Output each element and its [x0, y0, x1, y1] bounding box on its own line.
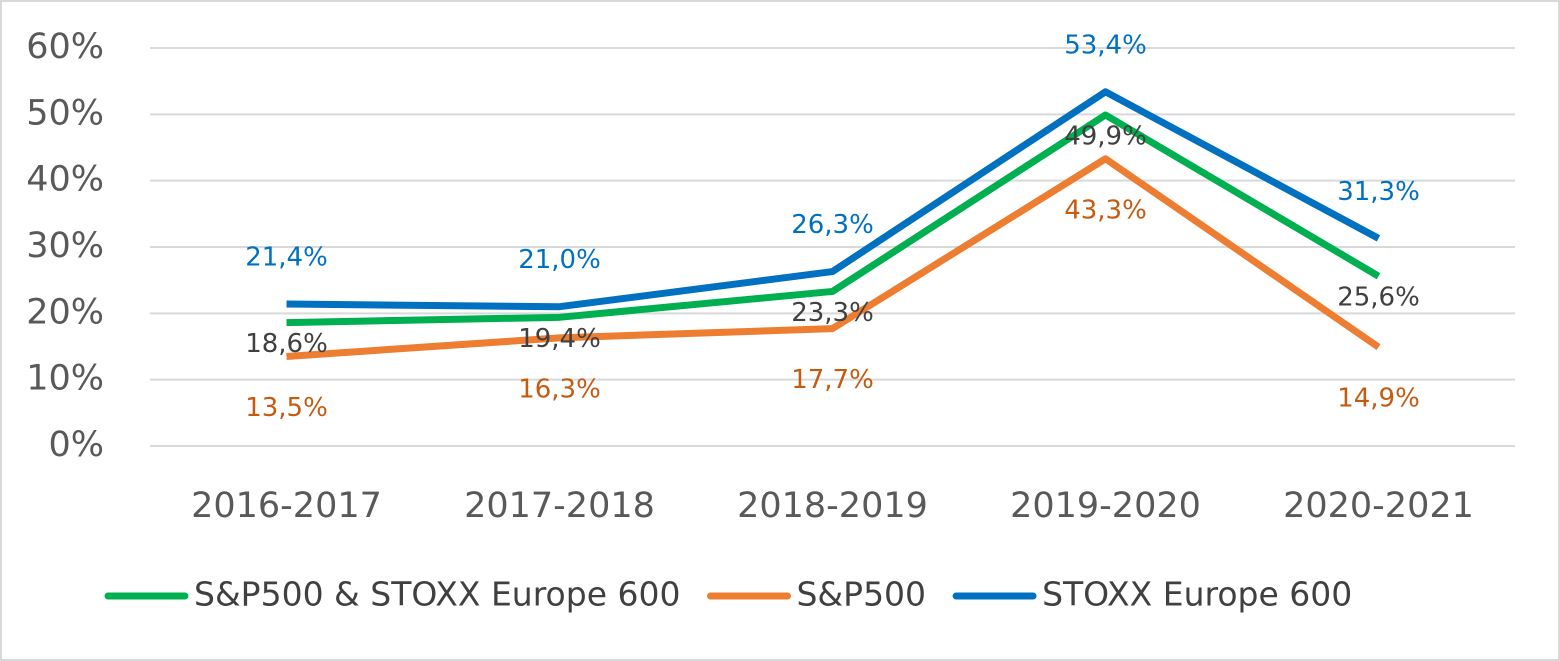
- y-tick-label: 60%: [26, 27, 104, 67]
- legend-label: STOXX Europe 600: [1042, 575, 1352, 614]
- data-label: 19,4%: [518, 324, 601, 354]
- x-tick-label: 2016-2017: [191, 486, 382, 526]
- data-label: 49,9%: [1064, 121, 1147, 151]
- data-label: 16,3%: [518, 374, 601, 404]
- data-label: 18,6%: [245, 329, 328, 359]
- data-label: 21,4%: [245, 243, 328, 273]
- data-label: 43,3%: [1064, 195, 1147, 225]
- x-tick-label: 2018-2019: [737, 486, 928, 526]
- series-line: [286, 111, 1381, 327]
- data-label: 53,4%: [1064, 30, 1147, 60]
- x-tick-label: 2017-2018: [464, 486, 655, 526]
- data-label: 17,7%: [791, 365, 874, 395]
- x-tick-label: 2019-2020: [1010, 486, 1201, 526]
- data-label: 13,5%: [245, 393, 328, 423]
- data-label: 25,6%: [1337, 283, 1420, 313]
- y-tick-label: 30%: [26, 226, 104, 266]
- series-line: [286, 155, 1381, 360]
- legend-label: S&P500: [796, 575, 926, 614]
- y-tick-label: 20%: [26, 292, 104, 332]
- data-label: 26,3%: [791, 210, 874, 240]
- y-tick-label: 10%: [26, 359, 104, 399]
- legend-label: S&P500 & STOXX Europe 600: [194, 575, 680, 614]
- data-label: 23,3%: [791, 298, 874, 328]
- data-label: 21,0%: [518, 245, 601, 275]
- x-tick-label: 2020-2021: [1283, 486, 1474, 526]
- data-label: 31,3%: [1337, 177, 1420, 207]
- y-tick-label: 40%: [26, 160, 104, 200]
- data-label: 14,9%: [1337, 384, 1420, 414]
- y-tick-label: 50%: [26, 93, 104, 133]
- y-tick-label: 0%: [48, 425, 104, 465]
- series-line: [286, 88, 1381, 311]
